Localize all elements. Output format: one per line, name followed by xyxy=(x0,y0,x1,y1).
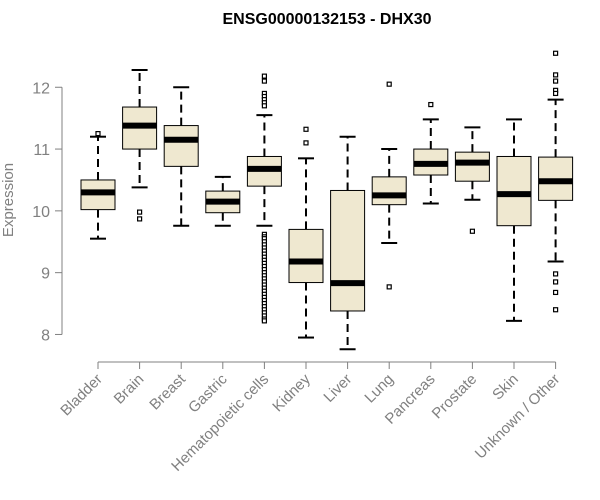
iqr-box xyxy=(371,176,407,206)
box-kidney xyxy=(288,126,324,339)
outlier-point xyxy=(261,78,267,84)
outlier-point xyxy=(386,284,392,290)
outlier-point xyxy=(552,90,559,97)
box-hematopoietic-cells xyxy=(246,73,282,324)
outlier-point xyxy=(386,81,392,87)
box-unknown-other xyxy=(538,50,574,313)
outlier-point xyxy=(95,131,101,137)
box-pancreas xyxy=(413,101,449,205)
x-tick-label: Prostate xyxy=(429,371,481,423)
outlier-point xyxy=(137,209,143,215)
outlier-point xyxy=(552,50,559,56)
y-tick-label: 8 xyxy=(41,327,50,344)
x-tick-label: Bladder xyxy=(57,371,106,420)
box-gastric xyxy=(205,175,241,227)
outlier-point xyxy=(552,289,559,296)
outlier-point xyxy=(552,279,559,285)
box-bladder xyxy=(80,131,116,240)
outlier-point xyxy=(261,318,267,324)
x-tick-label: Liver xyxy=(320,371,355,406)
iqr-box xyxy=(330,189,366,312)
iqr-box xyxy=(454,151,490,182)
y-tick-label: 9 xyxy=(41,266,50,283)
iqr-box xyxy=(496,155,532,227)
x-tick-label: Skin xyxy=(489,371,522,404)
iqr-box xyxy=(288,228,324,284)
outlier-point xyxy=(552,271,559,277)
box-skin xyxy=(496,118,532,322)
chart-title: ENSG00000132153 - DHX30 xyxy=(222,11,431,28)
x-tick-label: Lung xyxy=(361,371,397,407)
x-tick-label: Brain xyxy=(111,371,148,408)
outlier-point xyxy=(261,103,267,109)
outlier-point xyxy=(303,126,309,132)
outlier-point xyxy=(137,216,143,222)
y-tick-label: 12 xyxy=(32,80,50,97)
outlier-point xyxy=(261,73,267,79)
y-tick-label: 10 xyxy=(32,204,50,221)
outlier-point xyxy=(469,228,475,234)
iqr-box xyxy=(163,125,199,167)
y-axis-label: Expression xyxy=(0,163,17,237)
y-axis: 8 9 10 11 12 xyxy=(32,80,63,344)
x-tick-label: Kidney xyxy=(269,370,314,415)
outlier-point xyxy=(552,307,559,313)
y-tick-label: 11 xyxy=(33,142,50,159)
outlier-point xyxy=(303,140,309,146)
box-breast xyxy=(163,86,199,227)
box-brain xyxy=(122,68,158,222)
outlier-point xyxy=(428,101,434,108)
box-liver xyxy=(330,135,366,351)
outlier-point xyxy=(552,72,559,78)
boxes-layer xyxy=(80,50,574,351)
x-tick-label: Breast xyxy=(146,370,189,413)
box-lung xyxy=(371,81,407,290)
outlier-point xyxy=(552,78,559,84)
box-prostate xyxy=(454,126,490,234)
